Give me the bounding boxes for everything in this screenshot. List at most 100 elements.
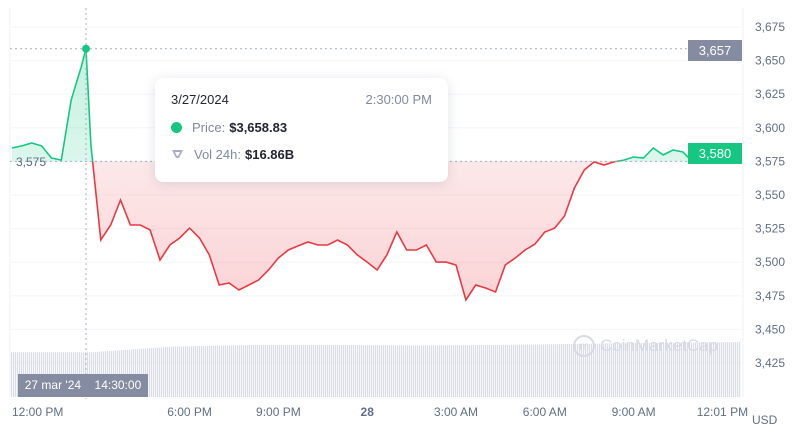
- volume-bar: [463, 345, 465, 397]
- volume-bar: [337, 344, 339, 397]
- volume-bar: [575, 343, 577, 397]
- volume-bar: [499, 344, 501, 397]
- volume-bar: [479, 345, 481, 397]
- volume-bar: [183, 346, 185, 397]
- volume-bar: [699, 342, 701, 397]
- y-axis: 3,425 3,450 3,475 3,500 3,525 3,550 3,575 3,600…: [755, 20, 785, 370]
- volume-bar: [299, 344, 301, 397]
- volume-bar: [669, 342, 671, 397]
- price-lines: [11, 48, 723, 302]
- price-label: Price:: [192, 120, 226, 135]
- volume-bar: [517, 344, 519, 397]
- volume-bar: [297, 344, 299, 397]
- hover-badge-date: 27 mar '24: [24, 378, 82, 392]
- volume-bar: [593, 343, 595, 397]
- volume-bar: [481, 345, 483, 397]
- volume-bar: [317, 344, 319, 397]
- volume-bar: [729, 342, 731, 397]
- volume-bar: [227, 345, 229, 397]
- volume-bar: [237, 345, 239, 397]
- volume-bar: [627, 343, 629, 397]
- volume-bar: [589, 343, 591, 397]
- volume-bar: [609, 343, 611, 397]
- volume-bar: [441, 345, 443, 397]
- volume-bar: [569, 343, 571, 397]
- volume-bar: [113, 350, 115, 397]
- volume-bar: [733, 342, 735, 397]
- volume-bar: [677, 342, 679, 397]
- volume-bar: [247, 345, 249, 397]
- volume-bar: [289, 344, 291, 397]
- volume-bar: [523, 344, 525, 397]
- volume-bar: [631, 343, 633, 397]
- volume-bar: [285, 344, 287, 397]
- volume-bar: [215, 345, 217, 397]
- volume-bar: [537, 344, 539, 397]
- volume-bar: [621, 343, 623, 397]
- hover-badge-time: 14:30:00: [94, 378, 142, 392]
- volume-bar: [533, 344, 535, 397]
- volume-bar: [205, 345, 207, 397]
- volume-bar: [175, 346, 177, 397]
- volume-bar: [425, 345, 427, 397]
- tooltip-price-row: Price: $3,658.83: [171, 120, 432, 135]
- volume-bar: [255, 344, 257, 397]
- volume-bar: [397, 345, 399, 397]
- y-tick-label: 3,525: [755, 222, 785, 236]
- volume-bar: [603, 343, 605, 397]
- coinmarketcap-watermark: m CoinMarketCap: [573, 335, 718, 357]
- volume-bar: [173, 346, 175, 397]
- volume-bar: [309, 344, 311, 397]
- volume-bar: [221, 345, 223, 397]
- volume-bar: [123, 350, 125, 397]
- price-dot-icon: [171, 122, 182, 133]
- x-tick-label: 3:00 AM: [434, 405, 478, 419]
- volume-bar: [303, 344, 305, 397]
- volume-bar: [461, 345, 463, 397]
- volume-bar: [165, 347, 167, 397]
- volume-bar: [549, 344, 551, 397]
- volume-bar: [367, 345, 369, 397]
- volume-bar: [455, 345, 457, 397]
- volume-bar: [493, 344, 495, 397]
- volume-bar: [637, 343, 639, 397]
- volume-bar: [335, 344, 337, 397]
- volume-bar: [715, 342, 717, 397]
- volume-bar: [329, 344, 331, 397]
- volume-bar: [383, 345, 385, 397]
- volume-bar: [449, 345, 451, 397]
- volume-bar: [475, 345, 477, 397]
- y-tick-label: 3,625: [755, 87, 785, 101]
- volume-bar: [161, 347, 163, 397]
- volume-bar: [301, 344, 303, 397]
- volume-bar: [451, 345, 453, 397]
- volume-bar: [711, 342, 713, 397]
- volume-bar: [431, 345, 433, 397]
- volume-bar: [267, 344, 269, 397]
- volume-bar: [361, 345, 363, 397]
- volume-bar: [427, 345, 429, 397]
- volume-bar: [167, 347, 169, 397]
- volume-bar: [193, 346, 195, 397]
- volume-bar: [403, 345, 405, 397]
- volume-bar: [263, 344, 265, 397]
- volume-bar: [115, 350, 117, 397]
- price-line-down: [91, 161, 696, 302]
- volume-bar: [189, 346, 191, 397]
- volume-bar: [695, 342, 697, 397]
- volume-bar: [671, 342, 673, 397]
- volume-bar: [469, 345, 471, 397]
- volume-bar: [725, 342, 727, 397]
- volume-bar: [633, 343, 635, 397]
- volume-bar: [151, 348, 153, 397]
- volume-bar: [377, 345, 379, 397]
- volume-bar: [217, 345, 219, 397]
- volume-bar: [567, 343, 569, 397]
- tooltip-time: 2:30:00 PM: [365, 92, 433, 107]
- volume-bar: [583, 343, 585, 397]
- volume-bar: [411, 345, 413, 397]
- volume-bar: [169, 346, 171, 397]
- volume-bar: [421, 345, 423, 397]
- volume-bar: [191, 346, 193, 397]
